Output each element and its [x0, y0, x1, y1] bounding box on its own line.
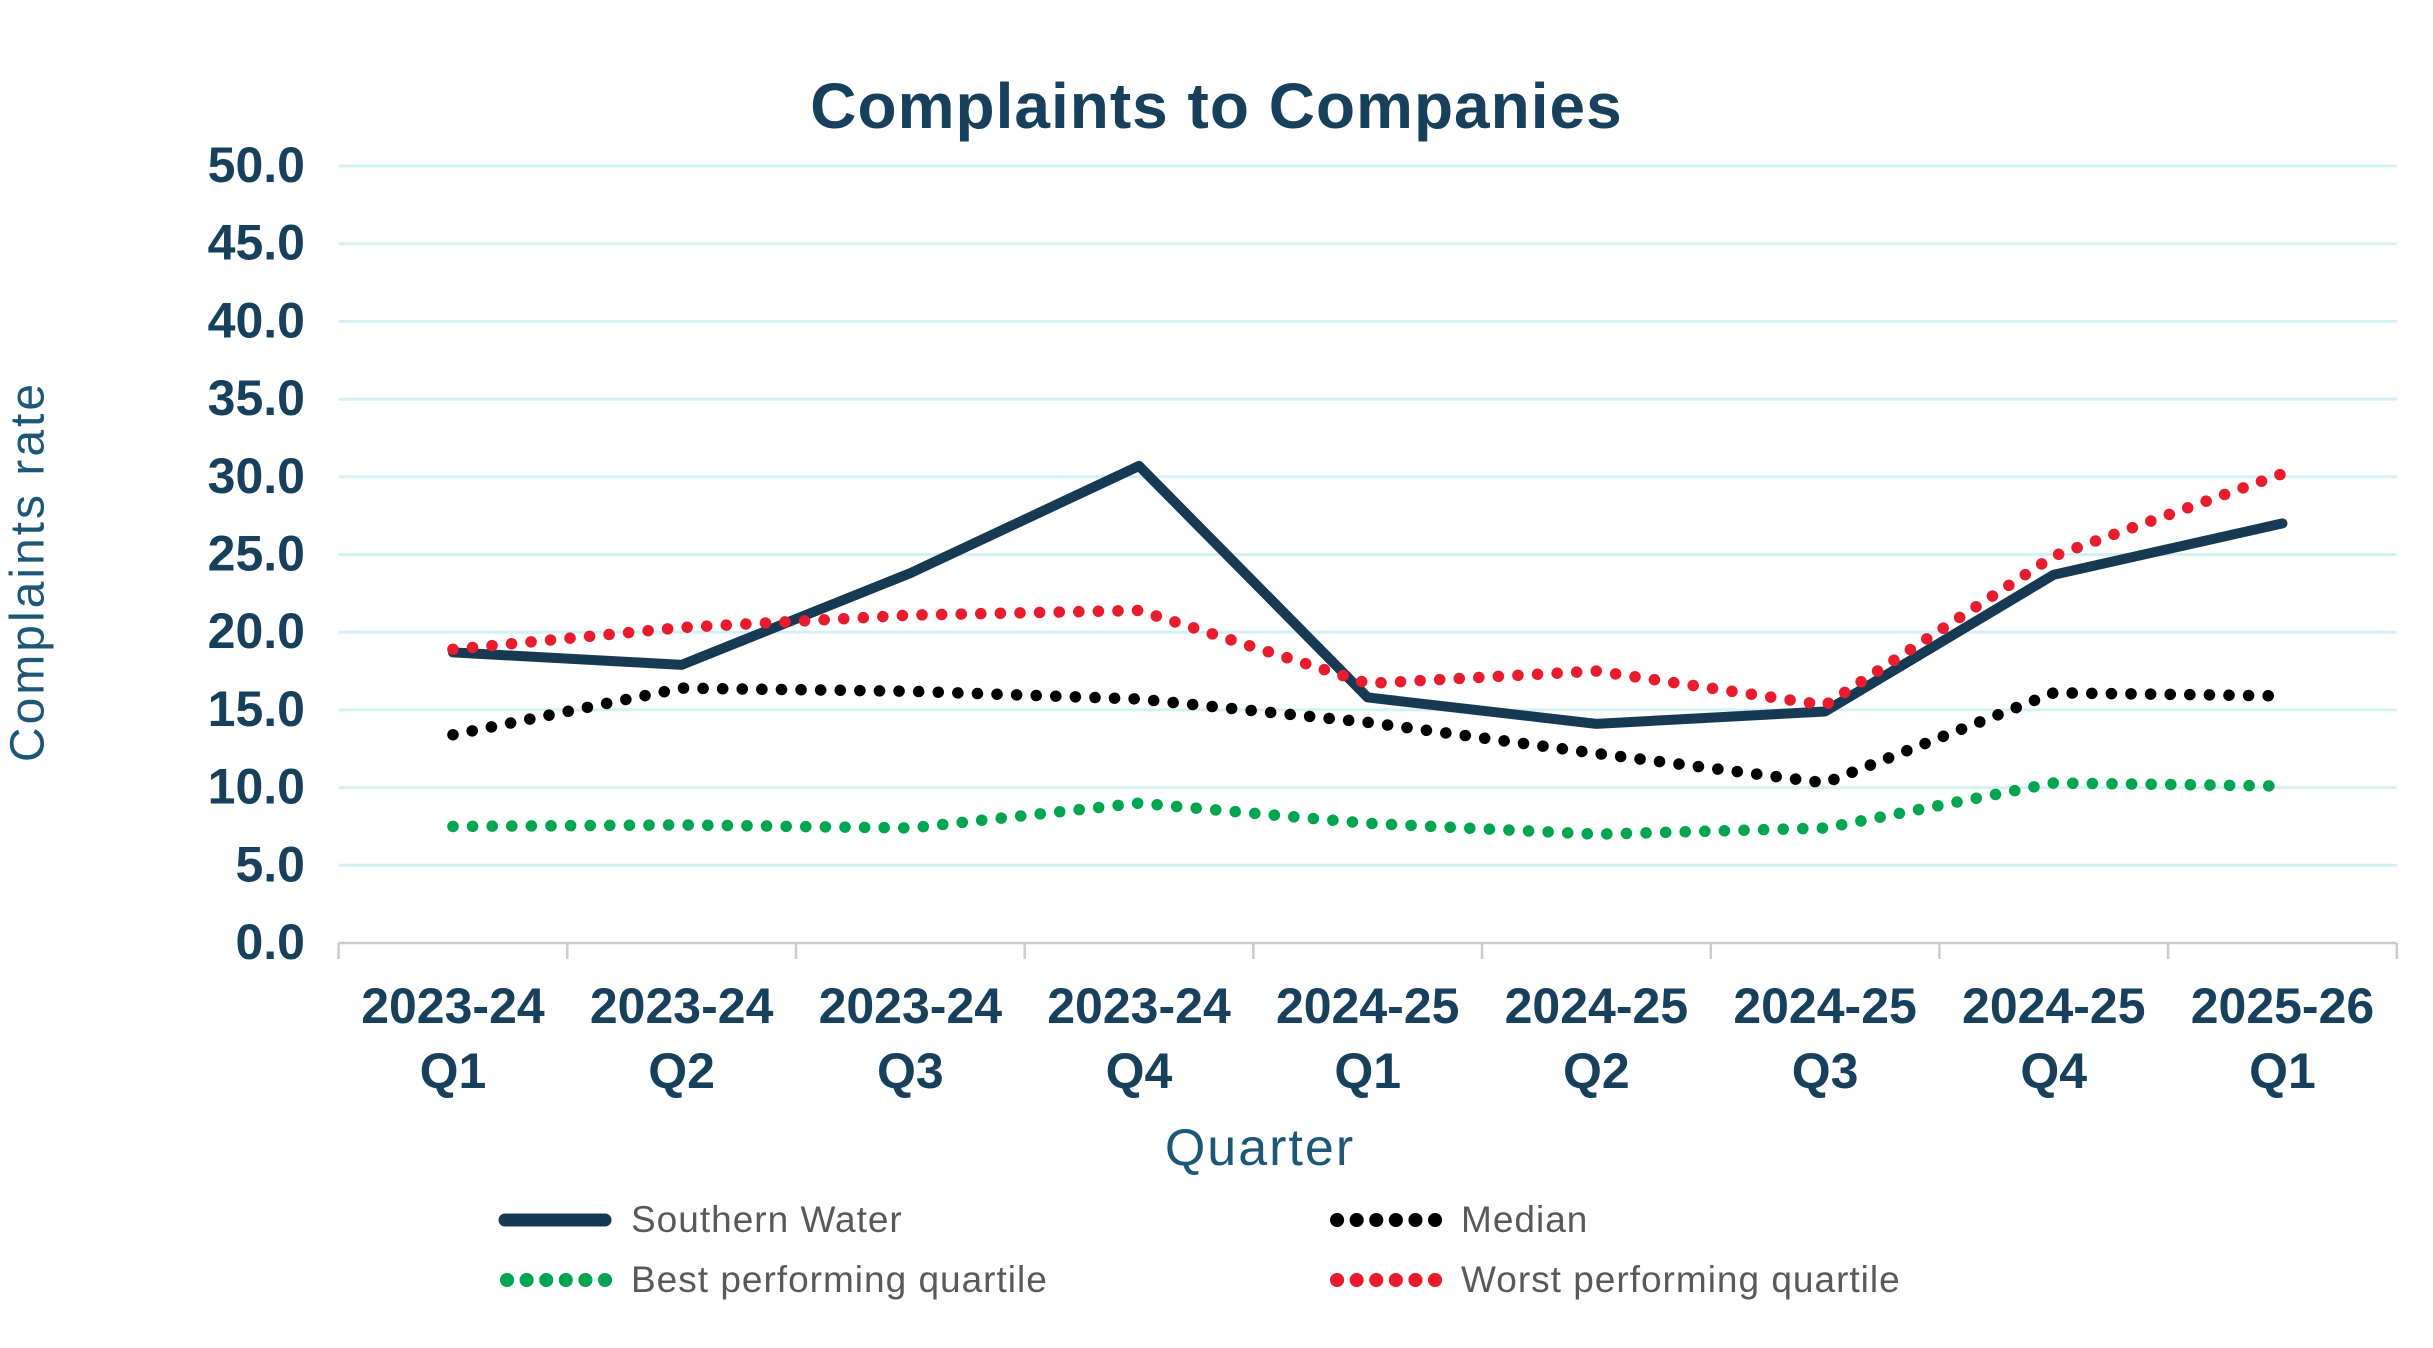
x-tick-label-quarter: Q3	[877, 1043, 944, 1099]
y-tick-label: 35.0	[208, 370, 305, 426]
x-tick-label-quarter: Q2	[1563, 1043, 1630, 1099]
x-axis-title: Quarter	[1164, 1119, 1356, 1177]
x-tick-label-quarter: Q1	[420, 1043, 487, 1099]
x-tick-label-quarter: Q4	[2020, 1043, 2087, 1099]
x-tick-label-year: 2023-24	[1047, 978, 1231, 1034]
y-tick-label: 5.0	[235, 836, 305, 892]
legend-swatch-dotted-line	[500, 1273, 613, 1287]
x-tick-label-year: 2024-25	[1962, 978, 2146, 1034]
series-line-worst-performing-quartile	[447, 467, 2289, 711]
series-line-median	[447, 682, 2289, 789]
x-tick-label-year: 2023-24	[590, 978, 774, 1034]
legend-item-best-quartile: Best performing quartile	[497, 1258, 1327, 1302]
y-axis-title: Complaints rate	[1, 380, 55, 763]
x-tick-label-quarter: Q1	[2249, 1043, 2316, 1099]
y-tick-label: 0.0	[235, 914, 305, 970]
x-tick-label-quarter: Q4	[1106, 1043, 1173, 1099]
legend-label: Southern Water	[631, 1199, 903, 1240]
y-tick-label: 30.0	[208, 448, 305, 504]
y-tick-label: 15.0	[208, 681, 305, 737]
x-tick-label-year: 2024-25	[1505, 978, 1689, 1034]
legend-label: Worst performing quartile	[1461, 1259, 1901, 1300]
y-tick-label: 10.0	[208, 759, 305, 815]
legend-swatch-solid-line	[498, 1213, 612, 1227]
x-tick-label-year: 2023-24	[819, 978, 1003, 1034]
x-tick-label-year: 2023-24	[361, 978, 545, 1034]
x-tick-label-quarter: Q3	[1792, 1043, 1859, 1099]
x-tick-label-quarter: Q2	[648, 1043, 715, 1099]
legend: Southern Water Median Best performing qu…	[497, 1198, 2057, 1302]
legend-swatch-dotted-line	[1330, 1273, 1443, 1287]
series-line-southern-water	[447, 460, 2288, 729]
page-title: Complaints to Companies	[810, 69, 1623, 142]
y-tick-label: 40.0	[208, 292, 305, 348]
y-tick-label: 25.0	[208, 526, 305, 582]
x-tick-label-year: 2025-26	[2191, 978, 2375, 1034]
y-tick-label: 45.0	[208, 215, 305, 271]
legend-swatch-dotted-line	[1330, 1213, 1443, 1227]
y-tick-label: 50.0	[208, 137, 305, 193]
x-tick-label-year: 2024-25	[1733, 978, 1917, 1034]
y-tick-label: 20.0	[208, 603, 305, 659]
x-tick-label-quarter: Q1	[1334, 1043, 1401, 1099]
legend-item-southern-water: Southern Water	[497, 1198, 1327, 1242]
legend-item-worst-quartile: Worst performing quartile	[1327, 1258, 2057, 1302]
legend-label: Best performing quartile	[631, 1259, 1048, 1300]
legend-label: Median	[1461, 1199, 1589, 1240]
x-tick-label-year: 2024-25	[1276, 978, 1460, 1034]
series-line-best-performing-quartile	[447, 777, 2289, 840]
legend-item-median: Median	[1327, 1198, 2057, 1242]
